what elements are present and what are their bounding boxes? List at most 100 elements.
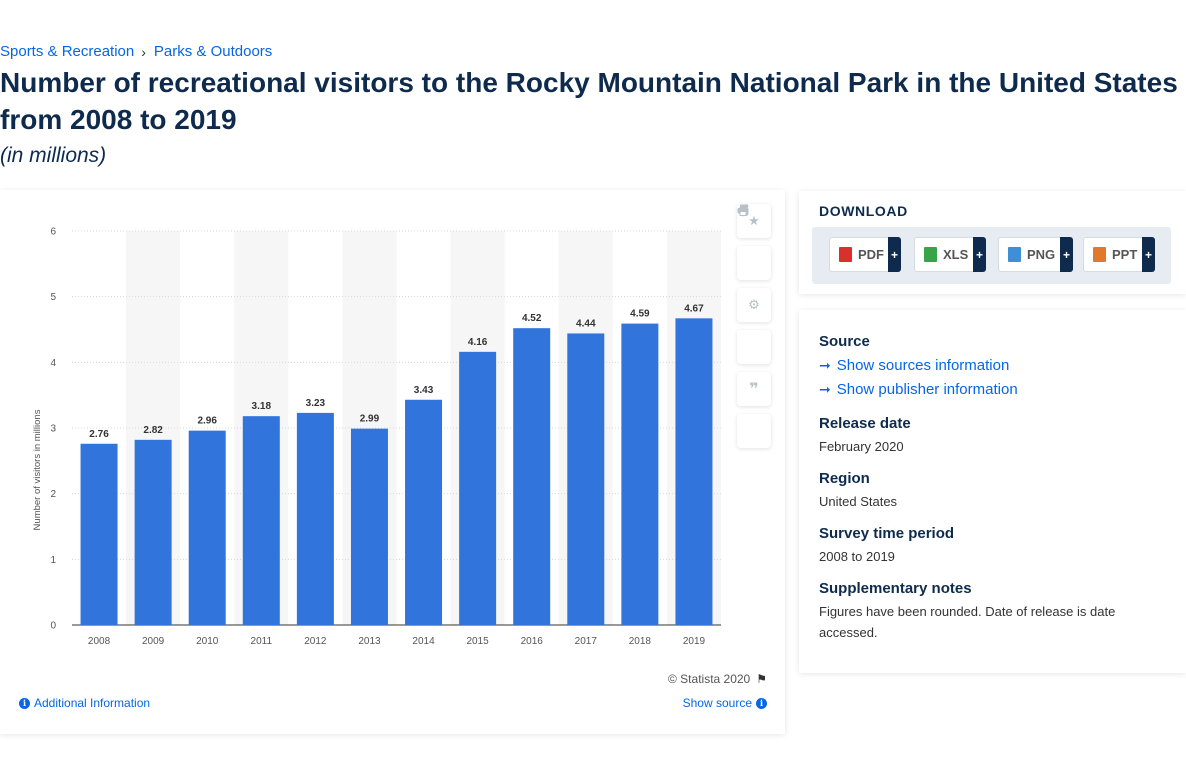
download-ppt-button[interactable]: PPT + <box>1083 237 1155 272</box>
plus-icon: + <box>888 237 901 272</box>
x-tick-label: 2019 <box>683 636 706 647</box>
source-heading: Source <box>819 333 870 350</box>
additional-information-link[interactable]: i Additional Information <box>19 696 150 710</box>
bar <box>296 412 334 625</box>
y-tick-label: 0 <box>50 621 56 632</box>
download-panel: DOWNLOAD PDF + XLS + PNG + PPT + <box>799 191 1186 294</box>
bar <box>134 439 172 625</box>
quote-icon[interactable]: ❞ <box>737 372 771 406</box>
flag-icon[interactable]: ⚑ <box>756 672 767 686</box>
png-file-icon <box>1008 247 1021 262</box>
data-label: 2.96 <box>197 416 217 427</box>
plus-icon: + <box>1060 237 1073 272</box>
supplementary-notes-heading: Supplementary notes <box>819 580 972 597</box>
download-buttons: PDF + XLS + PNG + PPT + <box>812 227 1171 284</box>
show-sources-link[interactable]: ➞ Show sources information <box>819 357 1009 374</box>
bar <box>350 428 388 625</box>
bar <box>80 443 118 625</box>
copyright: © Statista 2020 ⚑ <box>668 672 767 686</box>
bar <box>621 323 659 625</box>
x-tick-label: 2011 <box>251 636 273 647</box>
y-tick-label: 4 <box>50 358 56 369</box>
bar <box>188 430 226 625</box>
x-tick-label: 2013 <box>358 636 381 647</box>
bar <box>513 328 551 625</box>
release-date-value: February 2020 <box>819 439 904 454</box>
x-tick-label: 2015 <box>467 636 490 647</box>
y-tick-label: 2 <box>50 489 56 500</box>
bar <box>405 399 443 625</box>
plus-icon: + <box>1142 237 1155 272</box>
show-publisher-label: Show publisher information <box>836 381 1018 398</box>
pdf-file-icon <box>839 247 852 262</box>
data-label: 4.67 <box>684 303 704 314</box>
y-tick-label: 5 <box>50 292 56 303</box>
data-label: 3.43 <box>414 385 434 396</box>
breadcrumb: Sports & Recreation › Parks & Outdoors <box>0 43 272 60</box>
x-tick-label: 2018 <box>629 636 652 647</box>
y-axis-title: Number of visitors in millions <box>32 409 43 530</box>
x-tick-label: 2010 <box>196 636 219 647</box>
arrow-right-icon: ➞ <box>819 381 831 397</box>
info-icon: i <box>19 697 30 709</box>
y-tick-label: 3 <box>50 424 56 435</box>
data-label: 4.52 <box>522 313 542 324</box>
info-icon: i <box>756 697 767 709</box>
release-date-heading: Release date <box>819 415 911 432</box>
bar <box>459 351 497 625</box>
bell-icon[interactable] <box>737 204 771 280</box>
data-label: 2.82 <box>143 425 163 436</box>
plus-icon: + <box>973 237 986 272</box>
data-label: 3.18 <box>252 401 272 412</box>
survey-period-value: 2008 to 2019 <box>819 549 895 564</box>
show-source-link[interactable]: Show source i <box>683 696 767 710</box>
y-tick-label: 1 <box>50 555 56 566</box>
download-png-button[interactable]: PNG + <box>998 237 1073 272</box>
show-publisher-link[interactable]: ➞ Show publisher information <box>819 381 1018 398</box>
bar <box>567 333 605 625</box>
bar-chart: 0 1 2 3 4 5 6 Number of visitors in millions 2.7… <box>32 227 721 647</box>
supplementary-notes-value: Figures have been rounded. Date of relea… <box>819 604 1116 640</box>
bar <box>675 318 713 625</box>
breadcrumb-separator: › <box>141 43 146 60</box>
page-title: Number of recreational visitors to the R… <box>0 67 1178 135</box>
ppt-file-icon <box>1093 247 1106 262</box>
data-label: 4.59 <box>630 309 650 320</box>
show-source-label: Show source <box>682 696 752 710</box>
breadcrumb-parks-outdoors[interactable]: Parks & Outdoors <box>153 43 273 60</box>
download-png-label: PNG <box>1027 247 1056 262</box>
data-label: 4.44 <box>576 318 596 329</box>
download-title: DOWNLOAD <box>819 203 908 219</box>
survey-period-heading: Survey time period <box>819 525 955 542</box>
statistic-details: Source ➞ Show sources information ➞ Show… <box>799 310 1186 673</box>
data-label: 4.16 <box>468 337 488 348</box>
breadcrumb-sports-recreation[interactable]: Sports & Recreation <box>0 43 135 60</box>
print-icon[interactable] <box>737 204 771 448</box>
chart-toolbar: ★ ⚙ ❞ <box>737 204 773 456</box>
data-label: 3.23 <box>306 398 326 409</box>
gear-icon[interactable]: ⚙ <box>737 288 771 322</box>
download-ppt-label: PPT <box>1112 247 1138 262</box>
y-tick-label: 6 <box>50 227 56 238</box>
additional-information-label: Additional Information <box>34 696 151 710</box>
unit-subtitle: (in millions) <box>0 144 107 167</box>
x-tick-label: 2012 <box>304 636 327 647</box>
copyright-text: © Statista 2020 <box>668 672 751 686</box>
download-pdf-label: PDF <box>858 247 884 262</box>
chart-card: 0 1 2 3 4 5 6 Number of visitors in millions 2.7… <box>0 190 785 734</box>
download-xls-button[interactable]: XLS + <box>914 237 986 272</box>
show-sources-label: Show sources information <box>836 357 1010 374</box>
data-label: 2.99 <box>360 414 380 425</box>
download-xls-label: XLS <box>943 247 969 262</box>
x-tick-label: 2009 <box>142 636 165 647</box>
download-pdf-button[interactable]: PDF + <box>829 237 901 272</box>
bar <box>242 416 280 625</box>
x-tick-label: 2008 <box>88 636 111 647</box>
region-value: United States <box>819 494 898 509</box>
x-tick-label: 2016 <box>521 636 544 647</box>
arrow-right-icon: ➞ <box>819 357 831 373</box>
region-heading: Region <box>819 470 870 487</box>
data-label: 2.76 <box>89 429 109 440</box>
x-tick-label: 2017 <box>575 636 598 647</box>
share-icon[interactable] <box>737 204 771 364</box>
